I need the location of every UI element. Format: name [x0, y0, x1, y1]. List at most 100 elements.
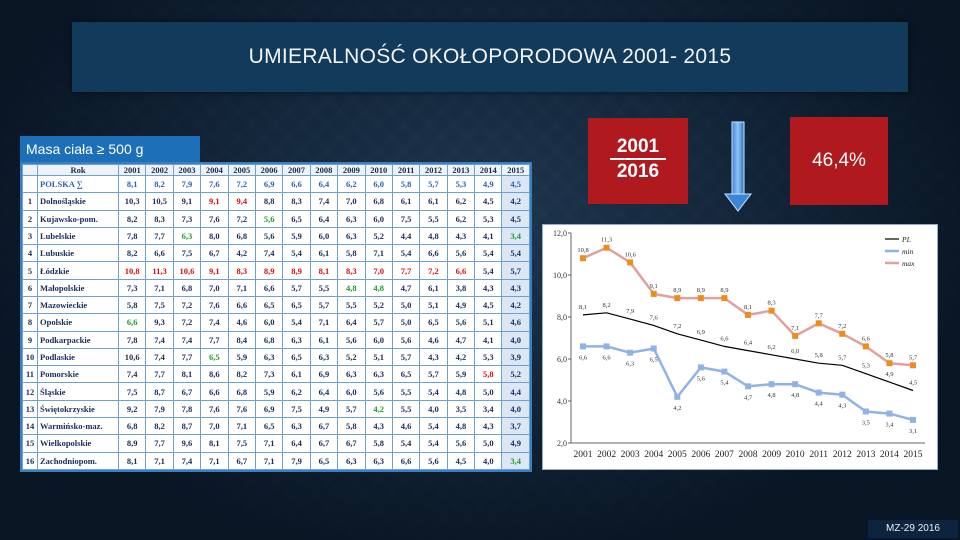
table-cell: 4,9 [446, 295, 476, 315]
table-cell: 6,7 [309, 416, 339, 436]
table-cell: 7,4 [145, 330, 174, 349]
table-cell: 7,5 [227, 434, 256, 453]
table-cell: 7,2 [227, 209, 256, 228]
data-label-min: 3,5 [862, 420, 870, 427]
table-cell: 5,2 [364, 295, 393, 315]
table-cell: 7,6 [200, 174, 229, 194]
table-cell: 7,7 [172, 347, 202, 367]
y-tick-label: 4,0 [557, 397, 567, 406]
table-cell: 6,3 [337, 451, 366, 470]
table-cell: 4,2 [501, 192, 530, 211]
table-cell: 3,4 [501, 226, 530, 246]
table-cell: 5,3 [474, 347, 503, 367]
table-cell: 5,7 [419, 365, 448, 384]
data-label-max: 11,3 [601, 237, 612, 244]
table-cell: 8,1 [172, 365, 202, 384]
data-point-min [862, 408, 869, 415]
table-cell: 4,8 [446, 382, 476, 401]
region-name: Opolskie [37, 313, 119, 332]
table-cell: 3,8 [446, 278, 476, 297]
table-cell: 8,7 [172, 416, 202, 436]
data-label-pl: 4,9 [885, 371, 893, 378]
x-tick-label: 2015 [904, 450, 923, 460]
table-cell: 4,8 [446, 416, 476, 436]
data-label-max: 8,9 [673, 287, 681, 294]
table-row: 3 Lubelskie 7,8 7,7 6,3 8,0 6,8 5,6 5,9 6,0 6,3 5,2… [22, 226, 530, 246]
table-cell: 6,5 [419, 313, 448, 332]
table-cell: 7,0 [200, 278, 229, 297]
x-tick-label: 2013 [856, 450, 875, 460]
row-index: 12 [22, 382, 38, 401]
data-label-min: 3,1 [909, 428, 917, 435]
table-cell: 5,7 [337, 399, 366, 418]
table-cell: 7,9 [172, 174, 202, 194]
row-index: 9 [22, 330, 38, 349]
data-point-min [886, 410, 893, 417]
table-cell: 5,3 [446, 174, 476, 194]
data-point-min [745, 383, 751, 390]
table-cell: 6,2 [446, 209, 476, 228]
table-cell: 5,6 [254, 209, 284, 228]
table-cell: 5,0 [391, 295, 421, 315]
table-cell: 7,2 [227, 174, 256, 194]
row-index: 6 [22, 278, 38, 297]
data-label-max: 9,1 [650, 283, 658, 290]
table-cell: 6,3 [337, 365, 366, 384]
table-cell: 5,4 [474, 261, 503, 280]
table-cell: 6,0 [254, 313, 284, 332]
data-point-max [603, 244, 610, 251]
table-cell: 6,8 [227, 226, 256, 246]
table-cell: 7,4 [254, 244, 284, 263]
region-name: Podlaskie [37, 347, 119, 367]
table-cell: 7,8 [172, 399, 202, 418]
table-row: 1 Dolnośląskie 10,3 10,5 9,1 9,1 9,4 8,8 8,3 7,4 7… [22, 192, 530, 211]
table-body: POLSKA ∑ 8,1 8,2 7,9 7,6 7,2 6,9 6,6 6,4 6,2 6,0 5,… [22, 174, 530, 470]
data-label-pl: 6,6 [720, 335, 729, 342]
table-cell: 6,5 [391, 365, 421, 384]
row-index: 14 [22, 416, 38, 436]
table-cell: 6,8 [117, 416, 147, 436]
table-cell: 7,2 [172, 313, 202, 332]
table-cell: 5,4 [282, 244, 311, 263]
data-label-min: 6,6 [579, 354, 588, 361]
table-cell: 6,6 [282, 174, 311, 194]
table-cell: 6,3 [364, 451, 393, 470]
mortality-table-panel: Rok 2001 2002 2003 2004 2005 2006 2007 2008 2009 2… [20, 162, 532, 472]
table-cell: 7,0 [200, 416, 229, 436]
table-cell: 5,7 [419, 174, 448, 194]
data-point-min [697, 364, 704, 371]
percent-change-box: 46,4% [790, 117, 888, 205]
series-line-pl [582, 312, 914, 392]
table-cell: 6,5 [309, 451, 339, 470]
table-header-year: 2006 [254, 164, 284, 176]
table-row: 12 Śląskie 7,5 8,7 6,7 6,6 6,8 5,9 6,2 6,4 6,0 5,6 5… [22, 382, 530, 401]
table-cell: 7,1 [227, 416, 256, 436]
table-cell: 5,8 [337, 244, 366, 263]
data-label-max: 10,6 [624, 251, 636, 258]
data-label-pl: 5,7 [838, 354, 847, 361]
row-index: 10 [22, 347, 38, 367]
table-row: 11 Pomorskie 7,4 7,7 8,1 8,6 8,2 7,3 6,1 6,9 6,3 6,… [22, 365, 530, 384]
table-cell: 5,6 [364, 382, 393, 401]
table-cell: 5,7 [282, 278, 311, 297]
table-cell: 5,9 [446, 365, 476, 384]
y-tick-label: 10,0 [553, 271, 567, 280]
data-point-max [862, 343, 869, 350]
table-cell: 5,6 [419, 451, 448, 470]
data-point-max [627, 259, 634, 266]
x-tick-label: 2014 [880, 450, 899, 460]
table-cell: 7,1 [145, 451, 174, 470]
table-cell: 6,8 [227, 382, 256, 401]
table-cell: 6,3 [282, 416, 311, 436]
data-label-min: 4,8 [768, 392, 776, 399]
region-name: Dolnośląskie [37, 192, 119, 211]
table-cell: 4,8 [364, 278, 393, 297]
table-header-year: 2009 [337, 164, 366, 176]
table-cell: 6,3 [337, 226, 366, 246]
data-point-min [792, 381, 799, 388]
data-point-min [721, 368, 728, 375]
table-cell: 5,2 [501, 365, 530, 384]
table-cell: 5,8 [474, 365, 503, 384]
table-cell: 7,9 [282, 451, 311, 470]
x-tick-label: 2008 [739, 450, 758, 460]
